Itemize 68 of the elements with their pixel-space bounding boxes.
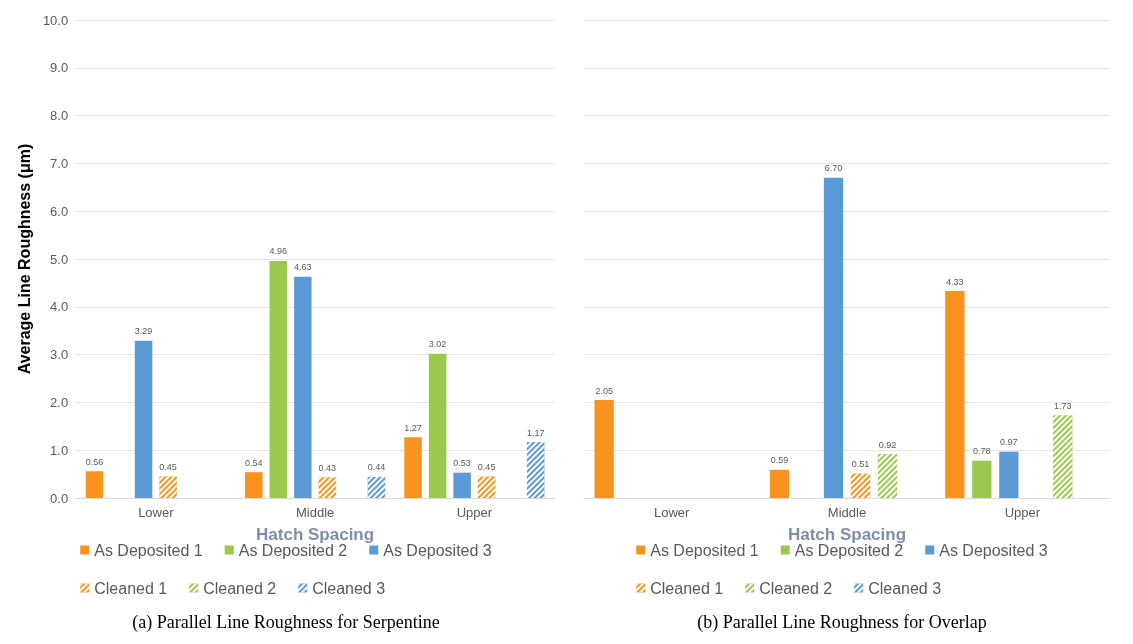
bar — [972, 460, 992, 498]
legend-label: As Deposited 3 — [383, 541, 492, 559]
legend-label: Cleaned 3 — [312, 579, 386, 597]
bar — [85, 471, 104, 498]
data-label: 0.92 — [878, 439, 897, 450]
text: (a) Parallel Line Roughness for Serpentine — [132, 612, 440, 633]
data-label: 0.51 — [851, 459, 870, 470]
y-tick-label: 5.0 — [50, 251, 69, 267]
legend-label: Cleaned 1 — [94, 579, 168, 597]
data-label: 0.44 — [367, 462, 386, 473]
data-label: 1.17 — [526, 427, 545, 438]
legend-label: As Deposited 1 — [650, 541, 759, 559]
bar — [245, 472, 263, 498]
x-tick-label: Lower — [653, 505, 691, 520]
y-tick-label: 3.0 — [50, 347, 69, 363]
data-label: 2.05 — [595, 385, 613, 396]
bar — [945, 291, 965, 498]
bar — [134, 340, 153, 498]
data-label: 0.97 — [1000, 437, 1018, 448]
x-tick-label: Lower — [138, 505, 175, 520]
legend-label: Cleaned 3 — [868, 579, 942, 597]
legend-label: As Deposited 1 — [94, 541, 203, 559]
legend-label: Cleaned 1 — [650, 579, 724, 597]
data-label: 4.96 — [269, 246, 288, 257]
data-label: 1.73 — [1054, 400, 1072, 411]
bar — [594, 400, 614, 498]
x-tick-label: Upper — [456, 505, 493, 520]
bar — [999, 451, 1019, 498]
data-label: 0.45 — [159, 461, 177, 472]
x-axis-title: Hatch Spacing — [787, 525, 907, 544]
data-label: 0.53 — [453, 458, 471, 469]
x-tick-label: Upper — [1004, 505, 1041, 520]
legend-label: Cleaned 2 — [759, 579, 833, 597]
data-label: 0.56 — [85, 456, 104, 467]
data-label: 3.29 — [134, 326, 153, 337]
bar — [294, 276, 312, 498]
data-label: 0.45 — [477, 461, 496, 472]
y-tick-label: 4.0 — [50, 299, 69, 315]
bar — [404, 437, 422, 498]
data-label: 1.27 — [404, 422, 422, 433]
y-tick-label: 1.0 — [50, 442, 69, 458]
y-tick-label: 8.0 — [50, 108, 69, 124]
text: (b) Parallel Line Roughness for Overlap — [697, 612, 987, 633]
data-label: 4.33 — [946, 276, 964, 287]
data-label: 3.02 — [428, 339, 447, 350]
legend-label: As Deposited 3 — [939, 541, 1048, 559]
data-label: 0.54 — [245, 457, 263, 468]
data-label: 0.59 — [770, 455, 789, 466]
y-axis-title: Average Line Roughness (μm) — [15, 143, 33, 375]
bar — [769, 469, 790, 498]
y-tick-label: 6.0 — [50, 203, 69, 219]
data-label: 0.78 — [973, 446, 991, 457]
data-label: 4.63 — [294, 262, 312, 273]
bar — [823, 177, 844, 498]
bar — [269, 260, 288, 498]
x-tick-label: Middle — [827, 505, 867, 520]
y-tick-label: 7.0 — [50, 155, 69, 171]
data-label: 0.43 — [318, 462, 337, 473]
y-tick-label: 2.0 — [50, 394, 69, 410]
x-axis-title: Hatch Spacing — [256, 525, 375, 544]
y-tick-label: 10.0 — [42, 12, 69, 28]
bar — [428, 353, 447, 498]
y-tick-label: 0.0 — [50, 490, 69, 506]
data-label: 6.70 — [824, 163, 843, 174]
bar — [453, 472, 471, 498]
y-tick-label: 9.0 — [50, 60, 69, 76]
legend-label: Cleaned 2 — [203, 579, 277, 597]
x-tick-label: Middle — [295, 505, 335, 520]
